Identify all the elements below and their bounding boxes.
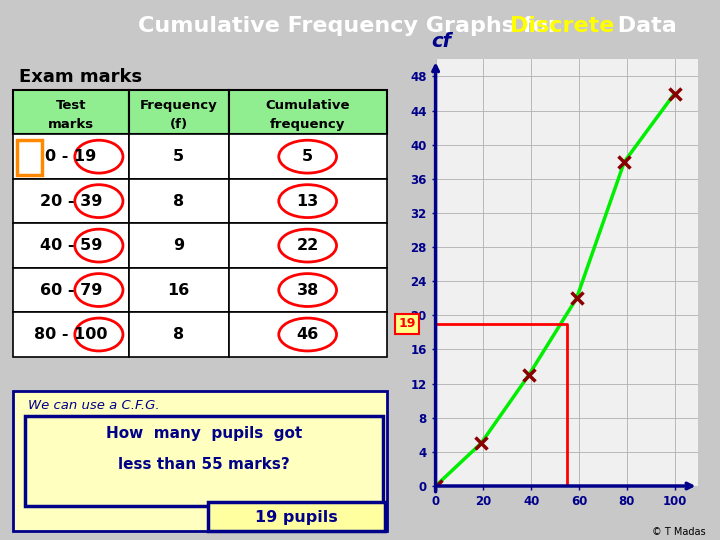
Text: frequency: frequency [270, 118, 346, 131]
Text: 5: 5 [302, 149, 313, 164]
Bar [207, 502, 384, 531]
Text: 38: 38 [297, 282, 319, 298]
Text: 19 pupils: 19 pupils [255, 510, 338, 525]
Bar [129, 224, 229, 268]
Text: 8: 8 [173, 327, 184, 342]
Text: We can use a C.F.G.: We can use a C.F.G. [28, 399, 160, 412]
Bar [129, 312, 229, 357]
Text: 9: 9 [173, 238, 184, 253]
Text: Cumulative: Cumulative [266, 99, 350, 112]
Bar [13, 134, 129, 179]
Bar [24, 416, 383, 505]
Text: Cumulative Frequency Graphs for: Cumulative Frequency Graphs for [138, 16, 566, 36]
Text: 46: 46 [297, 327, 319, 342]
Text: How  many  pupils  got: How many pupils got [106, 426, 302, 441]
Bar [129, 134, 229, 179]
Text: f: f [28, 421, 33, 434]
Bar [129, 90, 229, 134]
Text: Discrete: Discrete [510, 16, 614, 36]
Text: 40 - 59: 40 - 59 [40, 238, 102, 253]
Bar [129, 268, 229, 312]
Text: 19: 19 [398, 318, 415, 330]
Text: (f): (f) [169, 118, 188, 131]
Bar [17, 140, 42, 175]
Text: 60 - 79: 60 - 79 [40, 282, 102, 298]
Text: 20 - 39: 20 - 39 [40, 194, 102, 208]
Bar [229, 179, 387, 224]
Text: 80 - 100: 80 - 100 [34, 327, 107, 342]
Text: 5: 5 [173, 149, 184, 164]
Text: 0 - 19: 0 - 19 [45, 149, 96, 164]
Text: Data: Data [611, 16, 678, 36]
Text: less than 55 marks?: less than 55 marks? [118, 457, 289, 472]
Text: 22: 22 [297, 238, 319, 253]
Text: 8: 8 [173, 194, 184, 208]
Bar [13, 268, 129, 312]
Text: Test: Test [55, 99, 86, 112]
Bar [13, 179, 129, 224]
Text: 13: 13 [297, 194, 319, 208]
Bar [13, 312, 129, 357]
Bar [229, 134, 387, 179]
Text: 16: 16 [168, 282, 190, 298]
Text: © T Madas: © T Madas [652, 527, 706, 537]
Bar [229, 90, 387, 134]
Text: cf: cf [431, 32, 451, 51]
Bar [13, 90, 129, 134]
Bar [13, 224, 129, 268]
Bar [229, 312, 387, 357]
Text: marks: marks [48, 118, 94, 131]
Text: Frequency: Frequency [140, 99, 217, 112]
Text: Exam marks: Exam marks [19, 68, 142, 86]
Bar [229, 268, 387, 312]
Bar [229, 224, 387, 268]
Bar [129, 179, 229, 224]
Bar [13, 390, 387, 531]
